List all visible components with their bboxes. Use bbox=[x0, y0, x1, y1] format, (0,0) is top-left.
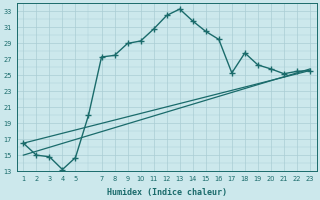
X-axis label: Humidex (Indice chaleur): Humidex (Indice chaleur) bbox=[107, 188, 227, 197]
